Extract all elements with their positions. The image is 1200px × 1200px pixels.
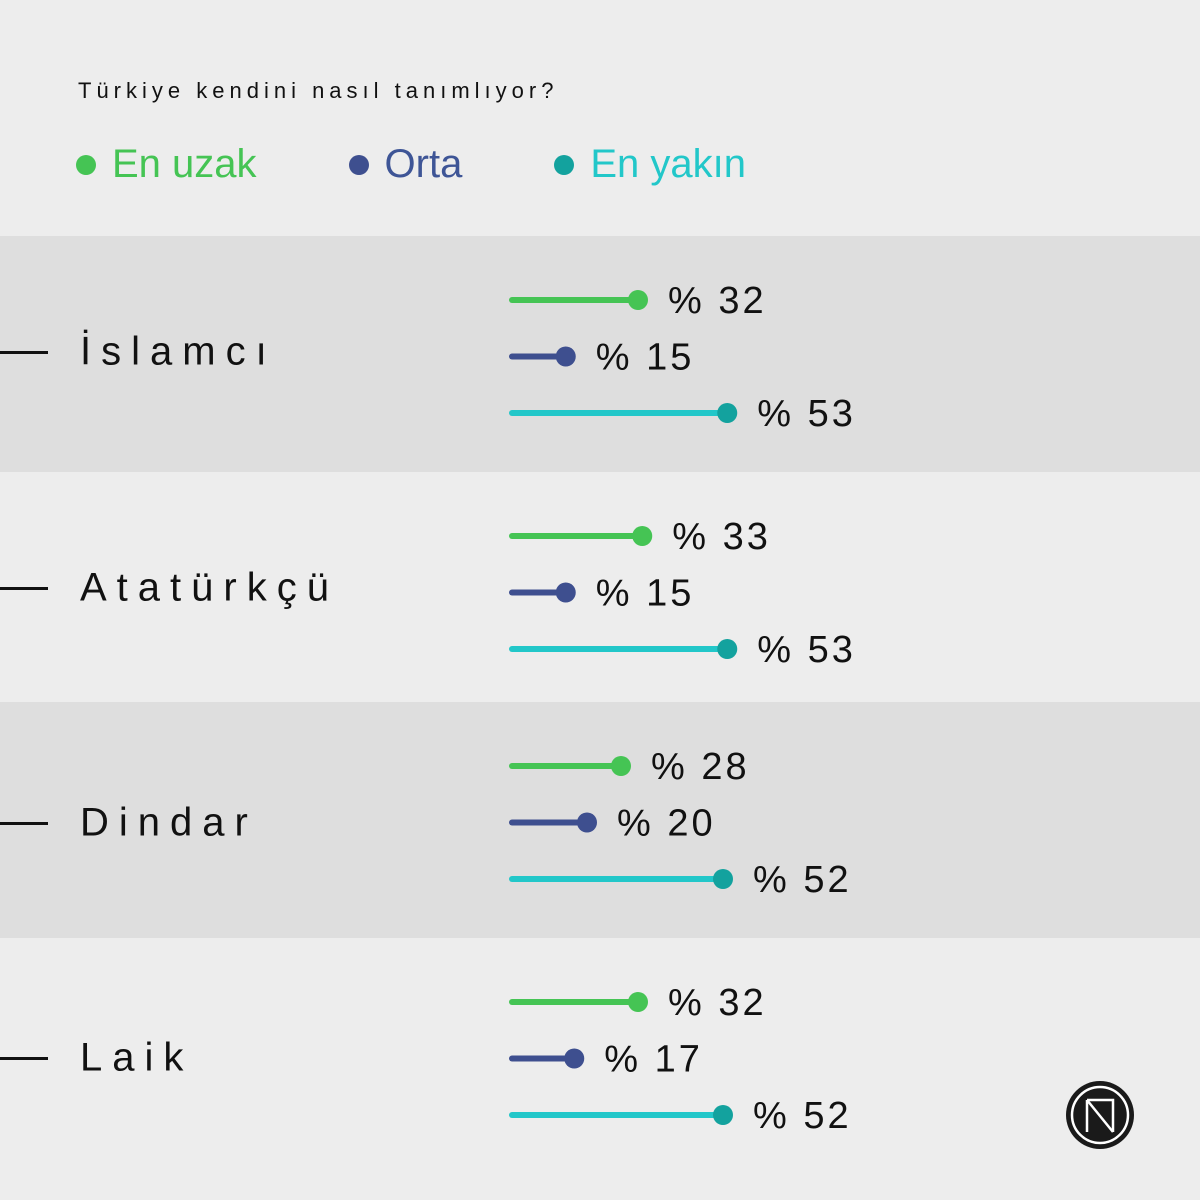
bar-end-dot [564,1048,585,1069]
bar-end-dot [611,756,631,776]
data-label: % 28 [651,746,750,788]
data-label: % 52 [753,859,852,901]
bar-end-dot [555,346,576,367]
category-dash [0,822,48,825]
category-label: Laik [80,1035,194,1080]
category-label: Atatürkçü [80,565,339,610]
legend-dot [348,154,369,175]
data-label: % 32 [668,982,767,1024]
bar-end-dot [713,869,733,889]
category-label: Dindar [80,800,258,845]
bar-end-dot [632,526,653,546]
category-dash [0,1057,48,1060]
legend-dot [554,154,575,175]
data-label: % 52 [753,1095,852,1137]
category-dash [0,587,48,590]
category-band: Atatürkçü [0,472,1200,702]
brand-logo-icon [1066,1081,1134,1149]
bar-end-dot [713,1105,733,1125]
data-label: % 15 [596,337,695,379]
data-label: % 53 [757,393,856,435]
data-label: % 53 [757,629,856,671]
data-label: % 32 [668,280,767,322]
data-label: % 17 [604,1039,703,1081]
bar-end-dot [717,639,738,659]
legend-item-orta: Orta [348,142,463,187]
category-band: İslamcı [0,236,1200,472]
category-band: Dindar [0,702,1200,938]
category-dash [0,351,48,354]
chart-title: Türkiye kendini nasıl tanımlıyor? [78,78,559,103]
data-label: % 15 [596,573,695,615]
category-band: Laik [0,938,1200,1200]
data-label: % 20 [617,803,716,845]
legend: En uzak Orta En yakın [76,142,838,187]
data-label: % 33 [672,516,771,558]
legend-dot [76,154,96,175]
legend-label: En uzak [112,142,257,186]
bar-end-dot [577,812,597,833]
bar-end-dot [717,403,738,423]
bar-end-dot [628,992,648,1012]
legend-item-en-uzak: En uzak [76,142,257,187]
bar-end-dot [555,582,576,603]
category-label: İslamcı [80,329,277,374]
legend-item-en-yakin: En yakın [554,142,746,187]
legend-label: Orta [384,142,463,186]
bar-end-dot [628,290,648,310]
legend-label: En yakın [590,142,746,186]
